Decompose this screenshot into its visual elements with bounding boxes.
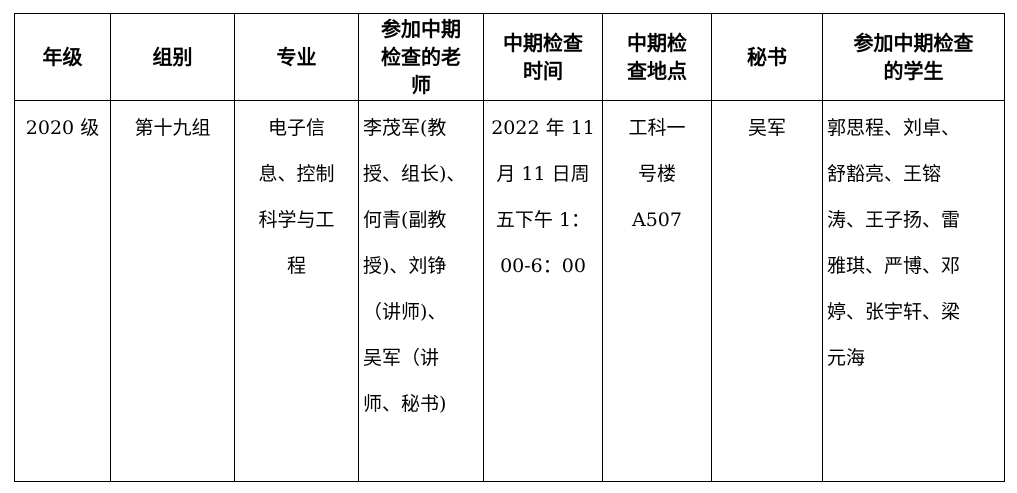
cell-text-line: 时间 — [523, 59, 563, 83]
cell-text-line: 李茂军(教 — [363, 117, 447, 139]
cell-text-line: 2022 年 11 — [491, 117, 595, 139]
cell-group: 第十九组 — [110, 100, 235, 482]
cell-location: 工科一号楼 A507 — [602, 100, 712, 482]
table-row: 2020 级第十九组 电子信 息、控制 科学与工程李茂军(教 授、组长)、 何青(副教 授)… — [14, 100, 1005, 482]
cell-secretary: 吴军 — [711, 100, 823, 482]
cell-text-line: 秘书 — [747, 45, 787, 69]
cell-text-line: 中期检 — [627, 31, 687, 55]
cell-text-line: 元海 — [827, 347, 866, 369]
cell-text-line: 组别 — [152, 45, 193, 69]
header-location: 中期检 查地点 — [602, 13, 712, 101]
cell-text-line: 师、秘书) — [363, 393, 447, 415]
cell-text-line: A507 — [632, 209, 682, 231]
header-grade: 年级 — [14, 13, 111, 101]
cell-text-line: 吴军 — [747, 117, 786, 139]
cell-text-line: 第十九组 — [134, 117, 211, 139]
cell-text-line: 查地点 — [627, 59, 687, 83]
cell-text-line: 婷、张宇轩、梁 — [827, 301, 961, 323]
cell-text-line: 专业 — [276, 45, 317, 69]
cell-text-line: 师 — [411, 73, 431, 97]
header-major: 专业 — [234, 13, 359, 101]
cell-text-line: 授)、刘铮 — [363, 255, 447, 277]
cell-major: 电子信息、控制科学与工程 — [234, 100, 359, 482]
cell-text-line: （讲师)、 — [363, 301, 447, 323]
cell-grade: 2020 级 — [14, 100, 111, 482]
header-teachers: 参加中期 检查的老师 — [358, 13, 484, 101]
cell-text-line: 授、组长)、 — [363, 163, 466, 185]
cell-text-line: 00-6：00 — [500, 255, 586, 277]
cell-text-line: 工科一 — [628, 117, 686, 139]
cell-text-line: 月 11 日周 — [496, 163, 590, 185]
cell-text-line: 检查的老 — [381, 45, 461, 69]
cell-text-line: 号楼 — [637, 163, 676, 185]
cell-text-line: 吴军（讲 — [363, 347, 440, 369]
cell-text-line: 中期检查 — [503, 31, 583, 55]
header-row: 年级 组别 专业 参加中期 检查的老师中期检查 时间 中期检 查地点 秘书 参加中期检查 的学生 — [14, 13, 1005, 101]
header-time: 中期检查 时间 — [483, 13, 603, 101]
inspection-table: 年级 组别 专业 参加中期 检查的老师中期检查 时间 中期检 查地点 秘书 参加中期检查 的学生 2… — [14, 13, 1005, 482]
cell-time: 2022 年 11 月 11 日周 五下午 1： 00-6：00 — [483, 100, 603, 482]
cell-text-line: 程 — [286, 255, 306, 277]
cell-text-line: 息、控制 — [258, 163, 335, 185]
cell-text-line: 何青(副教 — [363, 209, 447, 231]
header-students: 参加中期检查 的学生 — [822, 13, 1005, 101]
cell-text-line: 涛、王子扬、雷 — [827, 209, 961, 231]
cell-text-line: 的学生 — [883, 59, 944, 83]
header-group: 组别 — [110, 13, 235, 101]
cell-text-line: 雅琪、严博、邓 — [827, 255, 961, 277]
cell-text-line: 参加中期 — [381, 17, 461, 41]
header-secretary: 秘书 — [711, 13, 823, 101]
cell-text-line: 电子信 — [267, 117, 325, 139]
cell-text-line: 五下午 1： — [495, 209, 591, 231]
cell-teachers: 李茂军(教授、组长)、 何青(副教授)、刘铮 （讲师)、吴军（讲师、秘书) — [358, 100, 484, 482]
cell-text-line: 参加中期检查 — [853, 31, 974, 55]
cell-students: 郭思程、刘卓、 舒豁亮、王镕 涛、王子扬、雷 雅琪、严博、邓 婷、张宇轩、梁 元海 — [822, 100, 1005, 482]
cell-text-line: 舒豁亮、王镕 — [827, 163, 942, 185]
cell-text-line: 郭思程、刘卓、 — [827, 117, 961, 139]
cell-text-line: 科学与工 — [258, 209, 335, 231]
cell-text-line: 年级 — [42, 45, 83, 69]
cell-text-line: 2020 级 — [25, 117, 100, 139]
